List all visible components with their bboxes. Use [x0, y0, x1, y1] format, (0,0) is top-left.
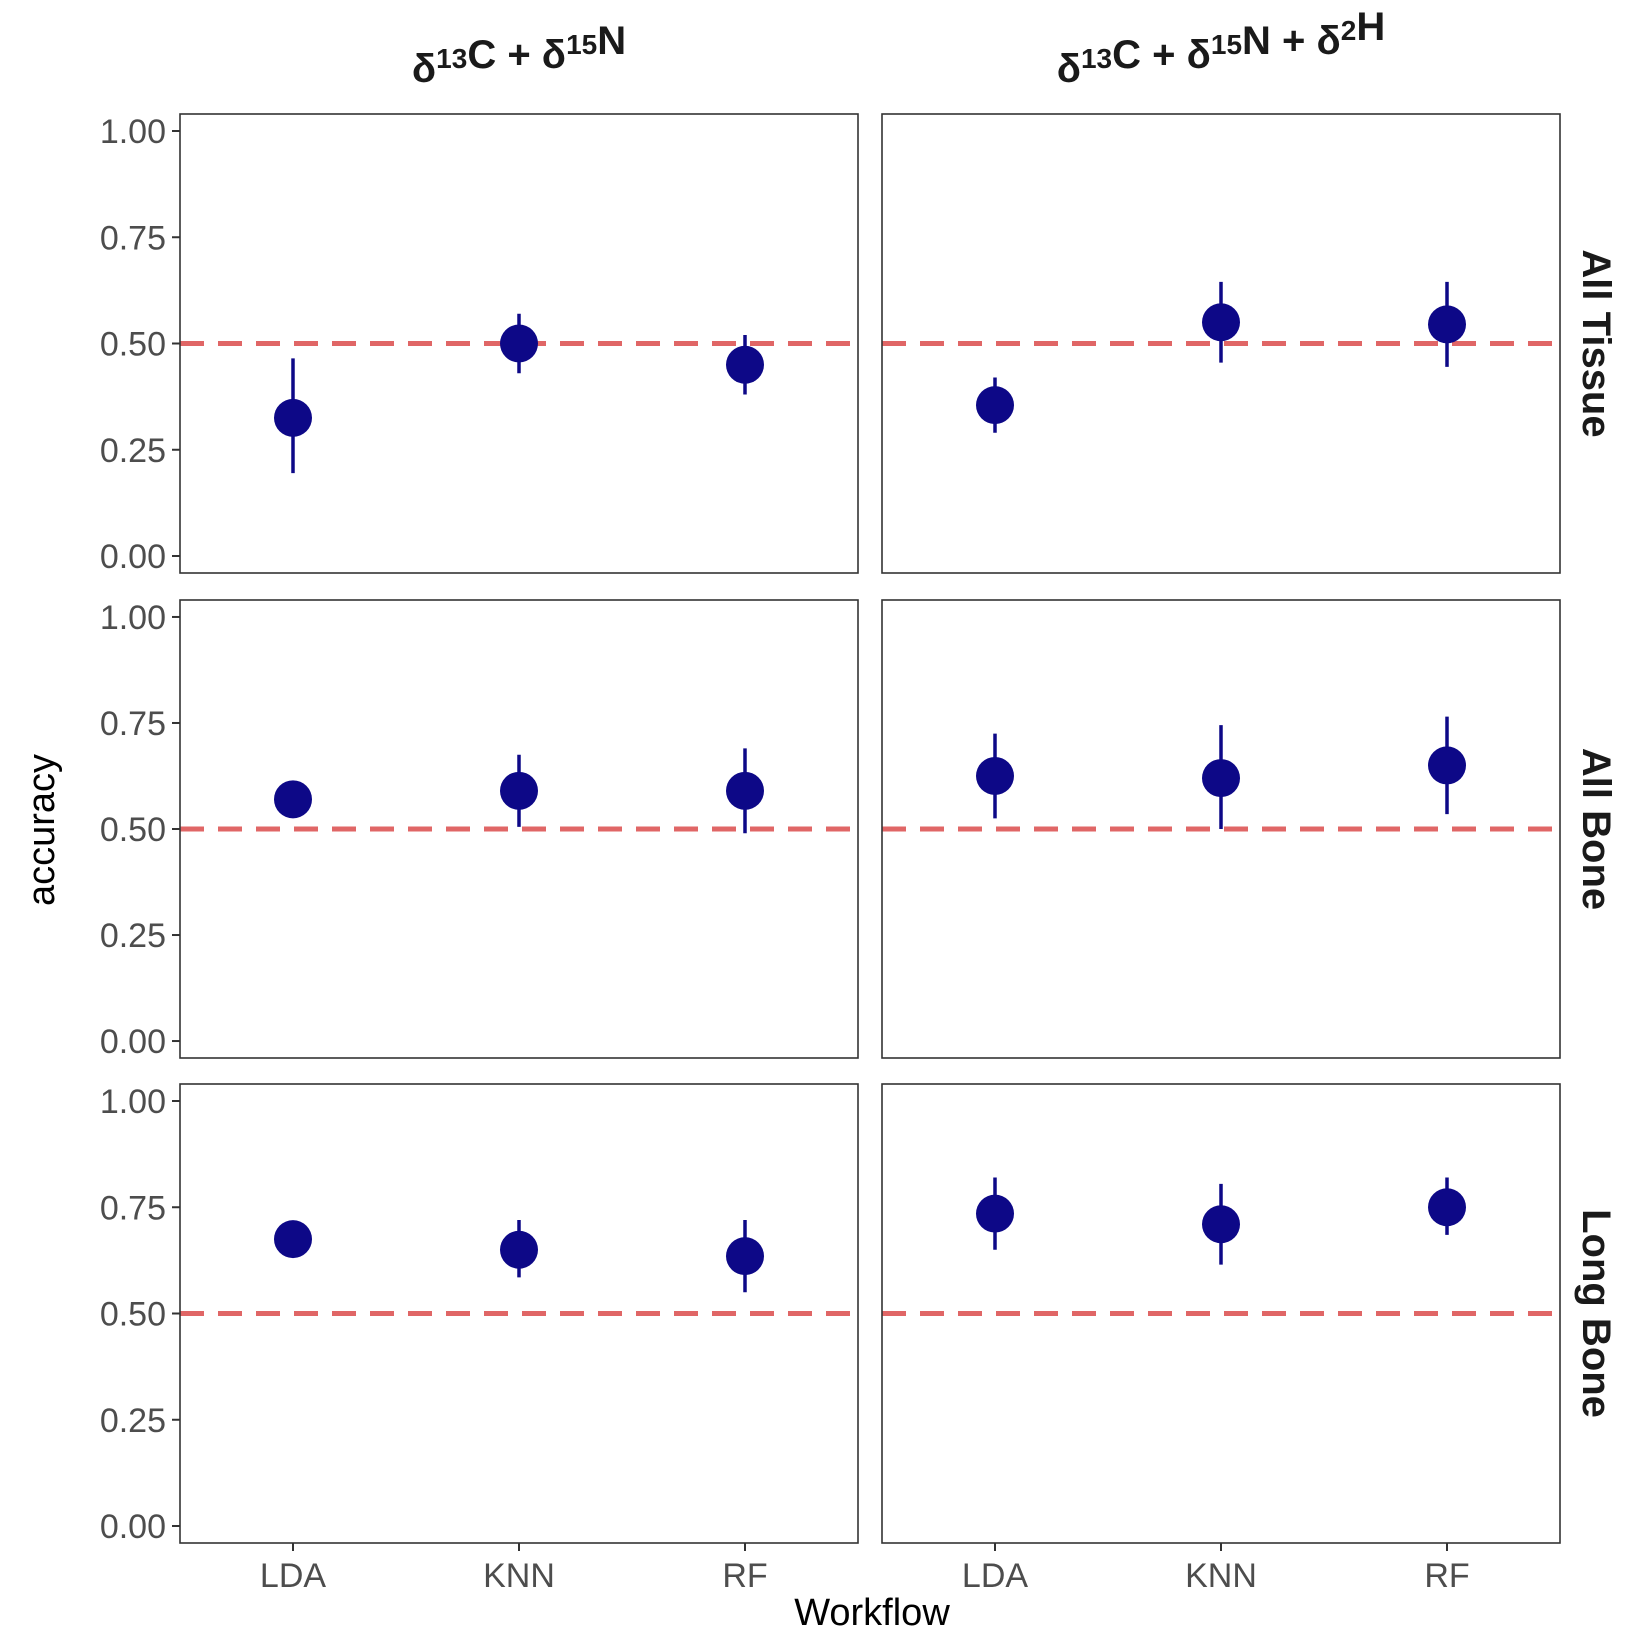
- facet-panel-long-bone-col-2: LDA KNN RF: [881, 1083, 1561, 1595]
- facet-panel-all-bone-col-1: 0.00 0.25 0.50 0.75 1.00: [100, 599, 859, 1061]
- column-strip-label-1: δ13C + δ15N: [412, 19, 626, 91]
- row-strip-label-long-bone: Long Bone: [1574, 1209, 1618, 1418]
- panel-border: [881, 599, 1561, 1059]
- x-tick-label-knn: KNN: [483, 1557, 555, 1595]
- data-point-rf: [1428, 305, 1466, 344]
- row-strip-label-all-tissue: All Tissue: [1574, 249, 1618, 437]
- y-tick-label: 1.00: [100, 113, 166, 151]
- data-point-knn: [500, 324, 538, 363]
- x-axis-title: Workflow: [794, 1592, 950, 1634]
- x-tick-label-rf: RF: [722, 1557, 767, 1595]
- y-tick-label: 0.75: [100, 705, 166, 743]
- x-tick-label-rf: RF: [1424, 1557, 1469, 1595]
- column-strip-label-2: δ13C + δ15N + δ2H: [1057, 5, 1386, 91]
- y-tick-label: 0.50: [100, 1296, 166, 1334]
- x-tick-label-lda: LDA: [962, 1557, 1028, 1595]
- data-point-knn: [1202, 759, 1240, 798]
- y-tick-label: 0.00: [100, 1023, 166, 1061]
- y-tick-label: 0.25: [100, 1402, 166, 1440]
- y-tick-label: 0.25: [100, 917, 166, 955]
- data-point-rf: [1428, 746, 1466, 785]
- data-point-knn: [500, 771, 538, 810]
- data-point-rf: [726, 771, 764, 810]
- data-point-knn: [1202, 1205, 1240, 1244]
- y-tick-label: 0.75: [100, 219, 166, 257]
- data-point-rf: [726, 345, 764, 384]
- y-tick-label: 0.75: [100, 1189, 166, 1227]
- y-tick-label: 0.00: [100, 1508, 166, 1546]
- data-point-lda: [274, 780, 312, 819]
- y-tick-label: 0.00: [100, 538, 166, 576]
- facet-panel-all-tissue-col-2: [881, 113, 1561, 574]
- facet-panel-all-bone-col-2: [881, 599, 1561, 1059]
- y-tick-label: 1.00: [100, 1083, 166, 1121]
- data-point-lda: [976, 386, 1014, 425]
- panels-layer: 0.00 0.25 0.50 0.75 1.00 0.00 0.25 0.50 0.75 1.00…: [100, 113, 1561, 1595]
- data-point-lda: [976, 756, 1014, 795]
- data-point-knn: [500, 1230, 538, 1269]
- data-point-lda: [274, 1220, 312, 1259]
- y-tick-label: 1.00: [100, 599, 166, 637]
- panel-border: [881, 113, 1561, 574]
- facet-strips-layer: δ13C + δ15N δ13C + δ15N + δ2H All Tissue Al…: [412, 5, 1618, 1418]
- data-point-lda: [976, 1194, 1014, 1233]
- y-tick-label: 0.50: [100, 811, 166, 849]
- data-point-knn: [1202, 303, 1240, 342]
- data-point-rf: [726, 1237, 764, 1276]
- row-strip-label-all-bone: All Bone: [1574, 748, 1618, 910]
- facet-panel-long-bone-col-1: 0.00 0.25 0.50 0.75 1.00 LDA KNN RF: [100, 1083, 859, 1595]
- facet-panel-all-tissue-col-1: 0.00 0.25 0.50 0.75 1.00: [100, 113, 859, 576]
- y-axis-title: accuracy: [21, 754, 63, 906]
- y-tick-label: 0.50: [100, 326, 166, 364]
- data-point-rf: [1428, 1188, 1466, 1227]
- y-tick-label: 0.25: [100, 432, 166, 470]
- x-tick-label-lda: LDA: [260, 1557, 326, 1595]
- x-tick-label-knn: KNN: [1185, 1557, 1257, 1595]
- data-point-lda: [274, 398, 312, 437]
